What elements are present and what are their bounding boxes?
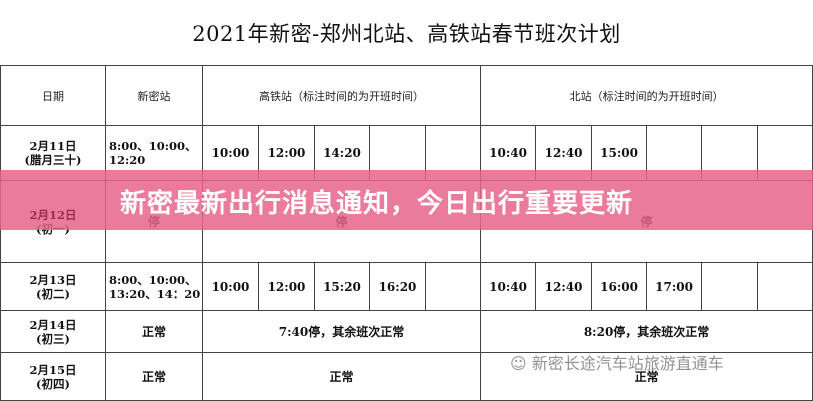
gaotie-status: 7:40停，其余班次正常 — [201, 310, 482, 353]
table-row: 2月15日 (初四) 正常 正常 正常 — [0, 352, 813, 401]
header-gaotie: 高铁站（标注时间的为开班时间） — [201, 65, 482, 126]
gaotie-time: 16:20 — [369, 262, 426, 311]
gaotie-time: 15:20 — [314, 262, 370, 311]
xinmi-status: 正常 — [105, 352, 203, 401]
beizhan-status: 正常 — [480, 352, 813, 401]
xinmi-status: 正常 — [105, 310, 203, 353]
beizhan-time: 17:00 — [646, 262, 703, 311]
lunar-date: (初四) — [36, 376, 70, 391]
gaotie-status: 正常 — [201, 352, 482, 401]
watermark-text: 新密长途汽车站旅游直通车 — [531, 354, 724, 373]
date: 2月15日 — [29, 362, 77, 377]
beizhan-time — [701, 262, 759, 311]
wechat-icon: ☺ — [510, 354, 532, 373]
watermark: ☺ 新密长途汽车站旅游直通车 — [510, 350, 724, 374]
date: 2月11日 — [29, 139, 77, 153]
xinmi-times: 8:00、10:00、13:20、14：20 — [105, 262, 203, 311]
date: 2月12日 — [29, 207, 77, 222]
header-xinmi: 新密站 — [105, 65, 203, 126]
headline-text: 新密最新出行消息通知，今日出行重要更新 — [120, 189, 634, 219]
header-date: 日期 — [0, 65, 106, 126]
gaotie-time: 10:00 — [202, 262, 259, 311]
lunar-date: (初三) — [36, 331, 70, 346]
gaotie-time — [424, 262, 482, 311]
lunar-date: (初二) — [36, 286, 70, 301]
gaotie-time: 12:00 — [258, 262, 315, 311]
beizhan-time: 10:40 — [480, 262, 537, 311]
headline-banner — [0, 170, 813, 230]
beizhan-time: 16:00 — [591, 262, 648, 311]
date-cell: 2月15日 (初四) — [0, 352, 106, 401]
date: 2月14日 — [29, 317, 77, 332]
table-row: 2月14日 (初三) 正常 7:40停，其余班次正常 8:20停，其余班次正常 — [0, 310, 813, 353]
header-row: 日期 新密站 高铁站（标注时间的为开班时间） 北站（标注时间的为开班时间） — [0, 65, 813, 126]
header-beizhan: 北站（标注时间的为开班时间） — [480, 65, 813, 126]
table-row: 2月13日 (初二) 8:00、10:00、13:20、14：20 10:00 1… — [0, 262, 813, 311]
beizhan-time: 12:40 — [535, 262, 593, 311]
beizhan-status: 8:20停，其余班次正常 — [480, 310, 813, 353]
date: 2月13日 — [29, 272, 77, 287]
date-cell: 2月13日 (初二) — [0, 262, 106, 311]
lunar-date: (腊月三十) — [24, 153, 82, 167]
page-title: 2021年新密-郑州北站、高铁站春节班次计划 — [192, 22, 621, 46]
beizhan-time — [757, 262, 813, 311]
date-cell: 2月14日 (初三) — [0, 310, 106, 353]
